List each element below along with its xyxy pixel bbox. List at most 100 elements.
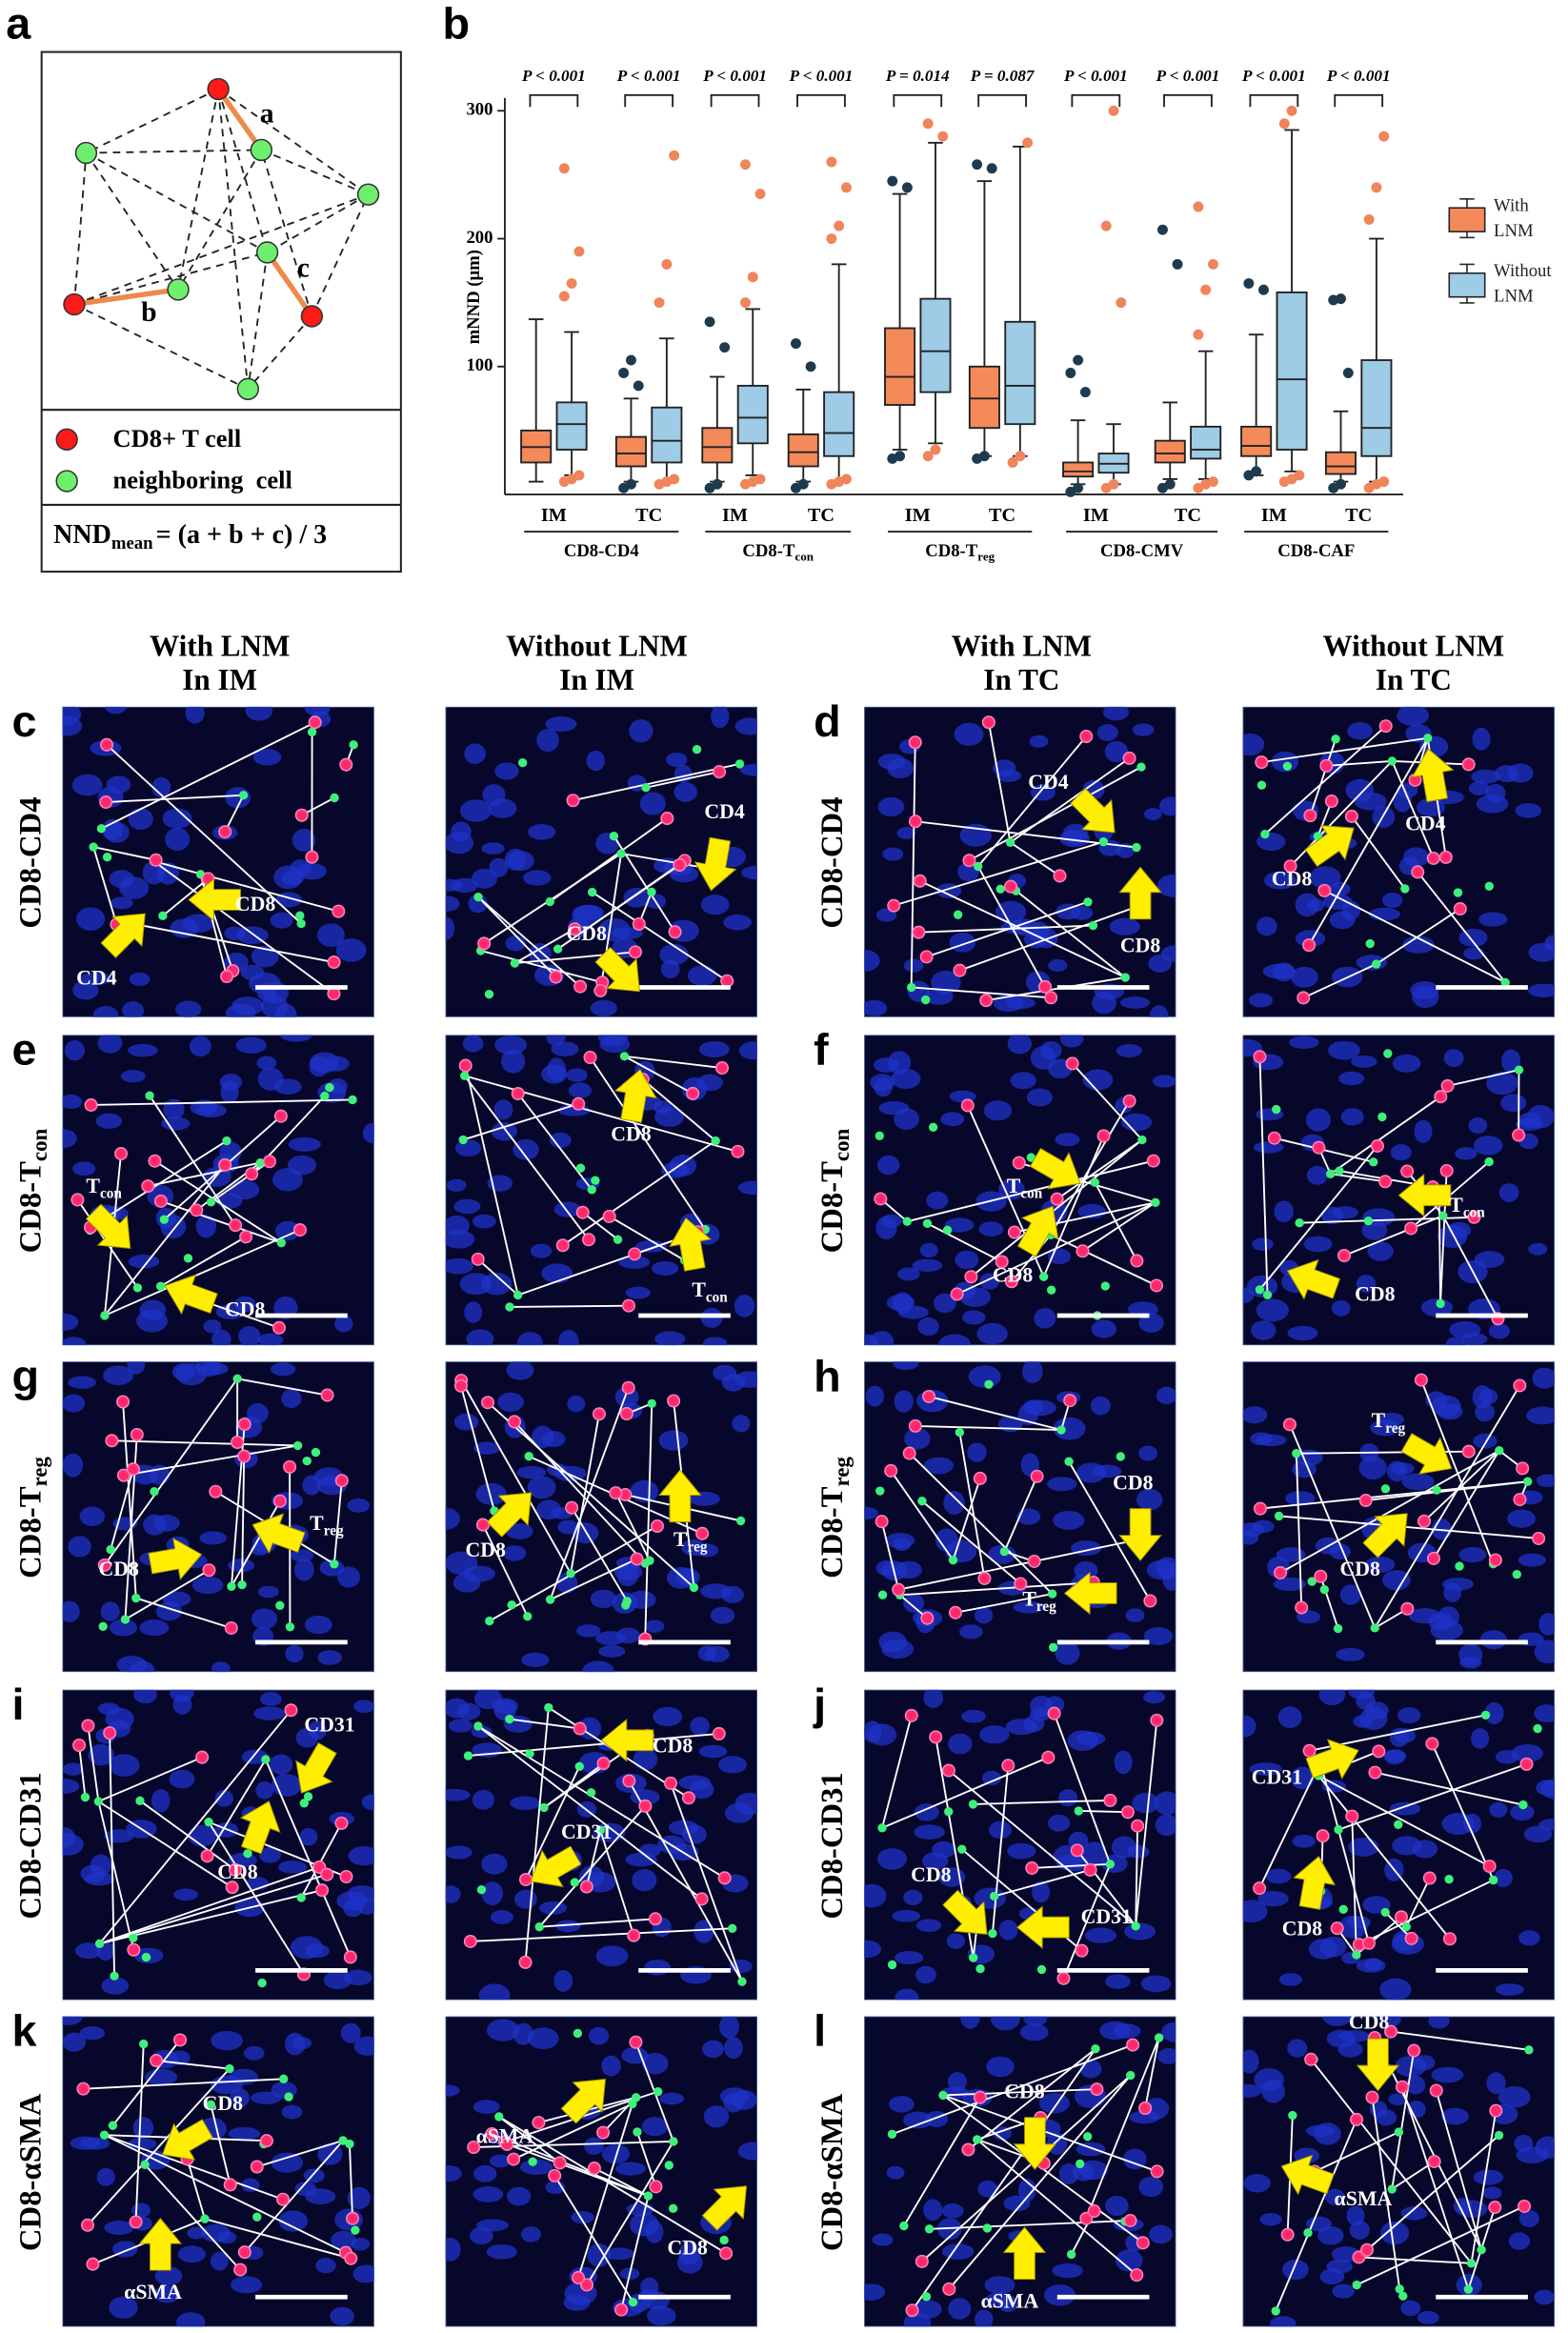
nucleus <box>738 1181 768 1195</box>
green-cell <box>1083 2132 1092 2141</box>
red-cell <box>874 1193 886 1204</box>
green-cell <box>1256 1285 1264 1294</box>
green-cell <box>1371 1623 1379 1632</box>
nucleus <box>670 1155 696 1177</box>
nucleus <box>231 2276 262 2293</box>
nucleus <box>507 2187 531 2206</box>
nucleus <box>1020 2023 1049 2041</box>
nucleus <box>96 1114 122 1129</box>
green-cell <box>133 1283 142 1292</box>
green-cell <box>1039 1272 1048 1280</box>
green-cell <box>1155 2033 1163 2041</box>
nucleus <box>1332 2284 1354 2299</box>
nucleus <box>1320 1937 1347 1958</box>
nucleus <box>337 1566 360 1587</box>
x-tick-label: IM <box>1083 505 1109 526</box>
green-cell <box>1303 2228 1312 2237</box>
green-cell <box>653 2087 662 2096</box>
green-cell <box>279 2075 288 2083</box>
nucleus <box>211 1330 231 1349</box>
nucleus <box>703 1337 727 1350</box>
red-cell <box>274 1496 286 1507</box>
red-cell <box>1462 1445 1474 1457</box>
outlier <box>1336 293 1346 304</box>
annotation-main: αSMA <box>981 2290 1039 2313</box>
box <box>557 402 587 450</box>
green-cell <box>996 885 1005 894</box>
nucleus <box>1496 1983 1524 1996</box>
nnd-line <box>1078 1811 1128 1812</box>
green-cell <box>875 1132 884 1140</box>
red-cell <box>720 2247 732 2259</box>
nucleus <box>626 1287 651 1299</box>
red-cell <box>1412 866 1423 877</box>
annotation: CD8 <box>611 1122 652 1145</box>
red-cell <box>1317 1830 1328 1841</box>
red-cell <box>975 2091 986 2102</box>
green-cell <box>922 2292 931 2301</box>
red-cell <box>1426 1738 1437 1749</box>
nucleus <box>627 2202 654 2216</box>
red-cell <box>566 1501 577 1513</box>
nucleus <box>444 1216 470 1236</box>
nucleus <box>1157 875 1187 896</box>
red-cell <box>652 1520 663 1532</box>
nucleus <box>1256 1299 1289 1322</box>
nucleus <box>494 1036 527 1055</box>
green-cell <box>351 2226 359 2235</box>
box <box>1326 453 1356 474</box>
group-label-sub: con <box>794 549 814 563</box>
nucleus <box>1263 964 1296 979</box>
nucleus <box>854 1507 878 1519</box>
annotation-main: CD8 <box>203 2092 244 2115</box>
annotation-main: T <box>310 1512 324 1535</box>
red-cell <box>1513 1129 1524 1140</box>
nucleus <box>1475 1403 1495 1422</box>
box <box>1063 462 1093 476</box>
nucleus <box>889 2096 915 2112</box>
green-cell <box>518 758 527 767</box>
annotation: CD4 <box>76 967 117 990</box>
red-cell <box>1428 853 1439 864</box>
box <box>1277 292 1306 450</box>
nucleus <box>62 1395 85 1413</box>
nucleus <box>1458 929 1487 947</box>
nucleus <box>133 1686 156 1703</box>
column-header: Without LNM <box>506 629 688 662</box>
nucleus <box>1307 898 1325 912</box>
nucleus <box>626 1853 657 1867</box>
nucleus <box>1155 1791 1180 1815</box>
nucleus <box>491 1910 513 1924</box>
green-cell <box>693 745 701 754</box>
nucleus <box>616 1627 640 1643</box>
nucleus <box>536 1500 561 1520</box>
nucleus <box>1526 1406 1558 1424</box>
nucleus <box>1357 955 1388 970</box>
red-cell <box>284 1461 295 1473</box>
nucleus <box>1161 2022 1186 2042</box>
y-tick-label: 300 <box>466 100 493 120</box>
green-cell <box>1091 2044 1099 2053</box>
nucleus <box>1048 959 1067 972</box>
row-label-main: CD8-CD31 <box>815 1772 850 1919</box>
nucleus <box>1480 1630 1507 1649</box>
nucleus <box>510 1797 540 1810</box>
red-cell <box>1351 2114 1362 2125</box>
green-cell <box>1388 756 1397 765</box>
outlier <box>1258 285 1269 295</box>
green-cell <box>330 794 338 802</box>
green-cell <box>587 1788 595 1797</box>
row-label-main: CD8-CD4 <box>815 797 850 929</box>
nucleus <box>694 1920 714 1943</box>
red-cell <box>210 1486 221 1498</box>
green-cell <box>505 1302 513 1311</box>
red-cell <box>1366 2091 1377 2102</box>
nucleus <box>1252 1237 1274 1250</box>
nucleus <box>1127 1845 1149 1859</box>
red-cell <box>914 875 925 887</box>
red-cell <box>309 716 320 728</box>
legend-swatch <box>1449 273 1484 297</box>
green-cell <box>553 944 562 953</box>
nucleus <box>702 2041 724 2059</box>
